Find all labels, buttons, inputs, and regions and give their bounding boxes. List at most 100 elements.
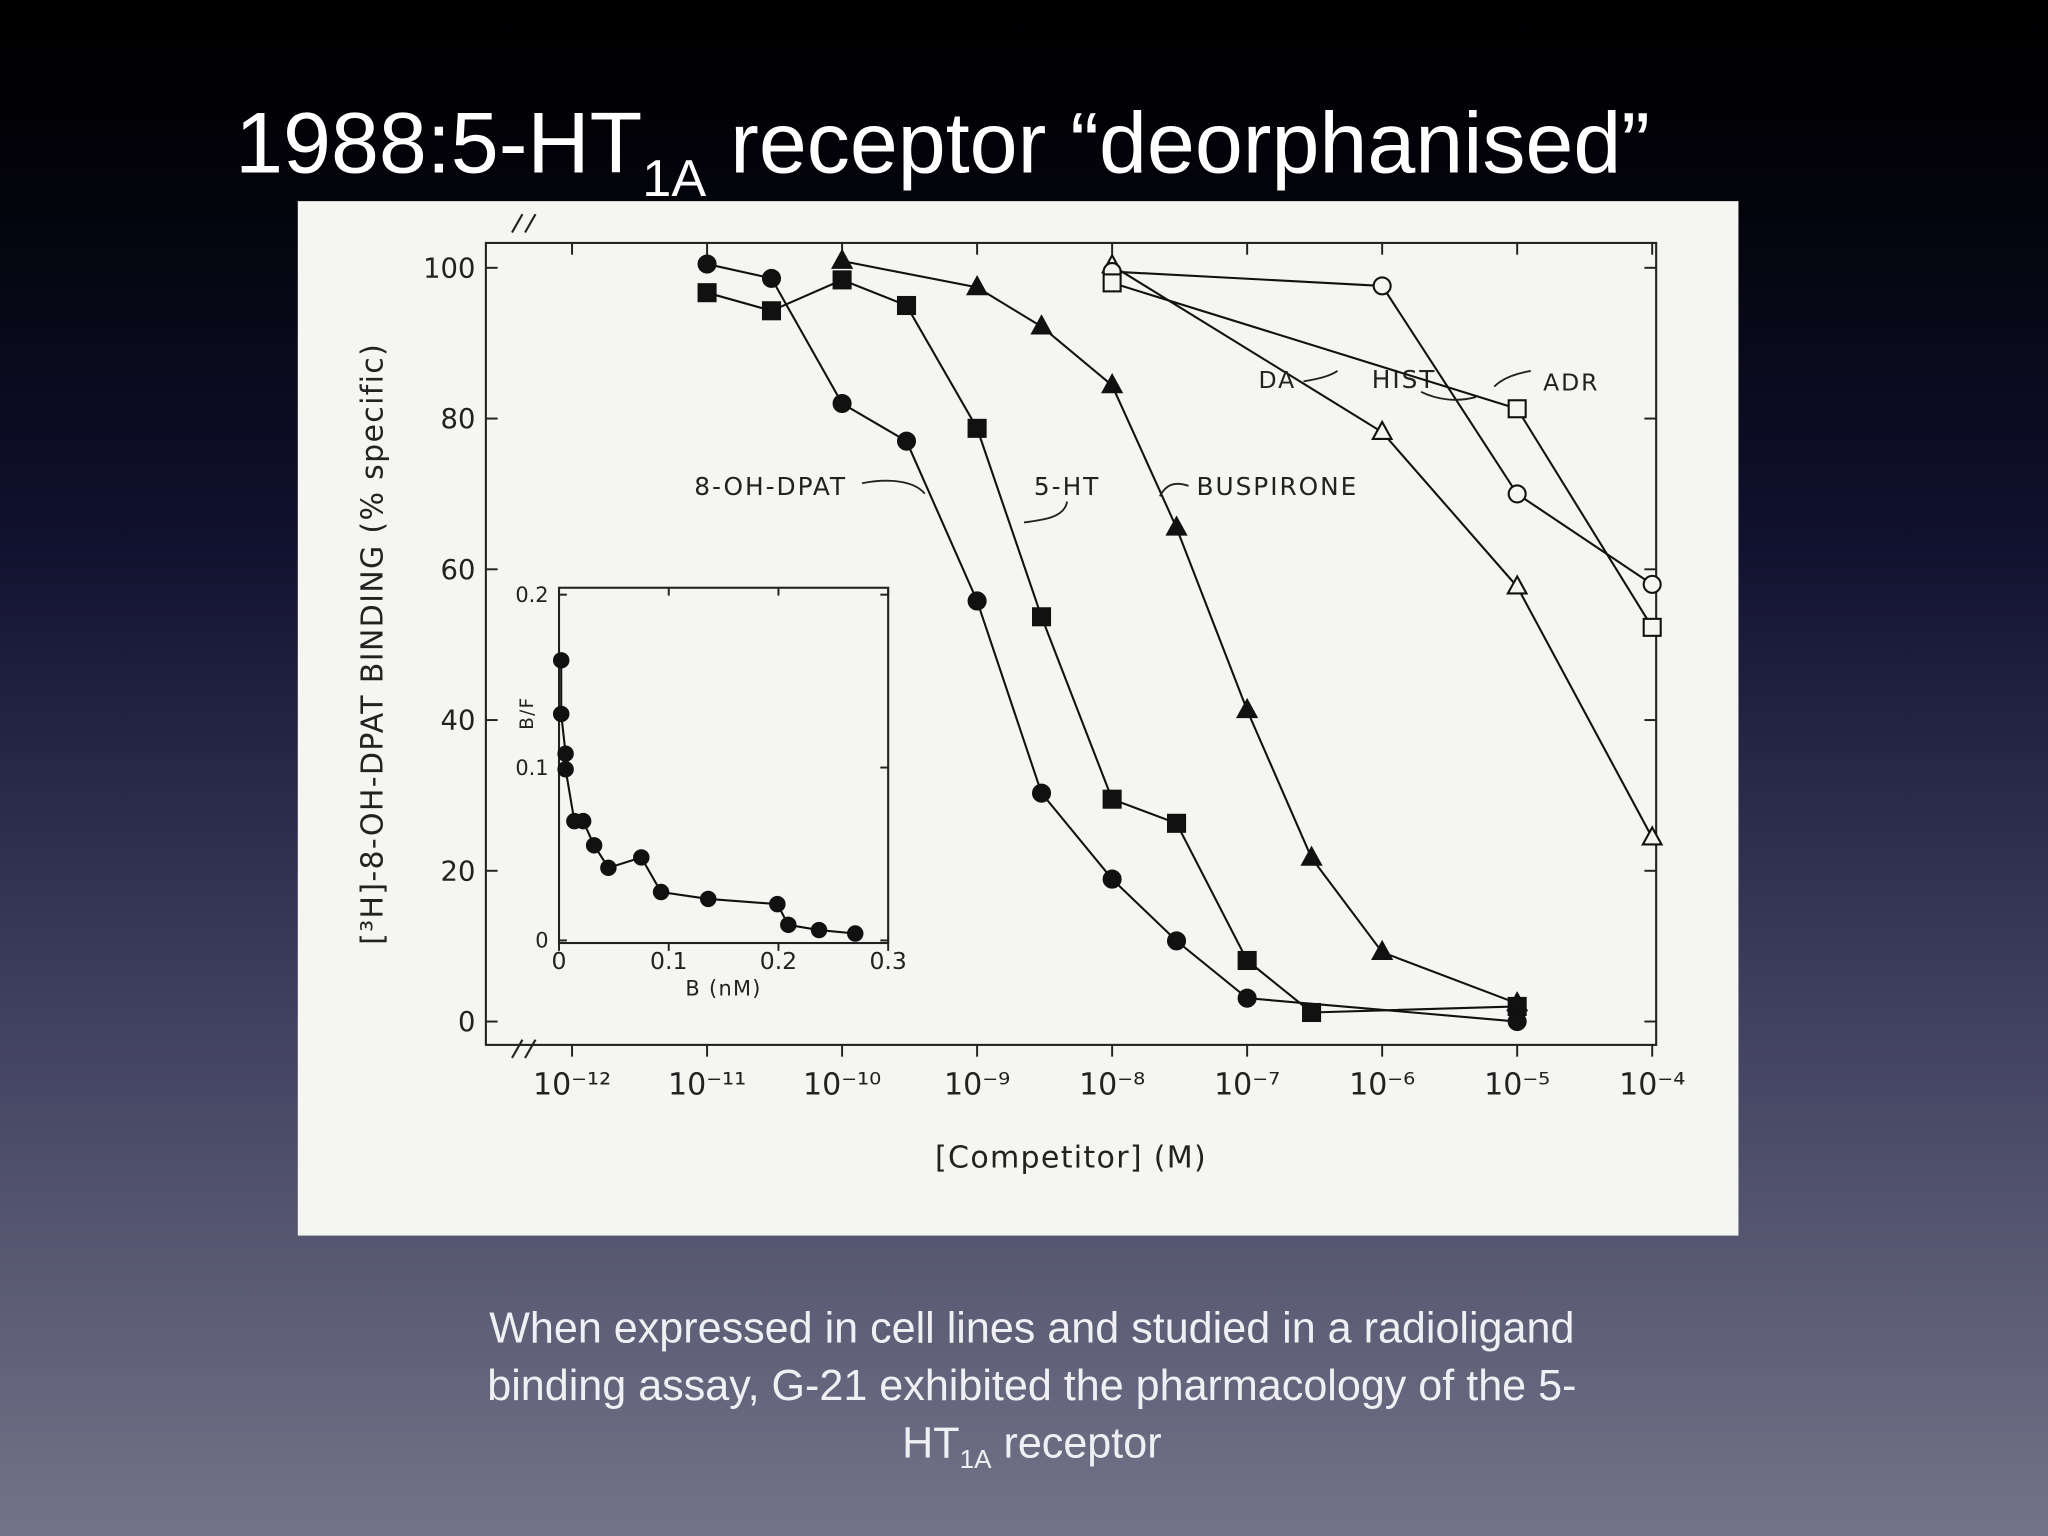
caption-line: When expressed in cell lines and studied… [489, 1305, 1574, 1353]
x-tick-label: 10⁻⁵ [1484, 1068, 1550, 1103]
marker [1031, 783, 1052, 803]
label-arrow [1303, 370, 1338, 383]
marker [1236, 697, 1259, 719]
marker [832, 270, 852, 290]
y-tick-label: 60 [441, 555, 476, 586]
series-line [706, 263, 1518, 1023]
y-tick-label: 40 [441, 706, 476, 737]
marker [697, 283, 717, 303]
series-line [1111, 264, 1654, 839]
marker [697, 254, 717, 274]
caption-main: HT [902, 1420, 959, 1468]
marker [1167, 813, 1187, 833]
plot-frame [484, 241, 1658, 1046]
x-tick-label: 10⁻⁸ [1079, 1068, 1145, 1103]
caption-sub: 1A [960, 1444, 993, 1474]
slide-title: 1988:5-HT1A receptor “deorphanised” [235, 95, 1650, 208]
axis-break [511, 1039, 524, 1059]
y-tick-label: 20 [441, 856, 476, 887]
marker [966, 275, 989, 296]
marker [769, 895, 786, 913]
x-tick-label: 10⁻¹¹ [668, 1068, 746, 1103]
series-label: 8-OH-DPAT [694, 472, 847, 501]
x-tick-label: 10⁻¹⁰ [803, 1068, 881, 1103]
x-tick-label: 0.1 [650, 947, 687, 975]
marker [1642, 574, 1662, 594]
label-arrow [1493, 370, 1531, 388]
y-tick-label: 0.1 [515, 756, 548, 780]
x-axis-label: [Competitor] (M) [935, 1141, 1207, 1176]
x-tick-label: 10⁻¹² [533, 1068, 611, 1103]
marker [574, 812, 592, 830]
marker [1102, 789, 1122, 809]
marker [557, 761, 574, 778]
series-label: ADR [1543, 369, 1599, 397]
y-tick-label: 100 [423, 253, 475, 284]
caption: When expressed in cell lines and studied… [487, 1305, 1576, 1474]
axis-break [511, 213, 524, 234]
series-label: DA [1259, 366, 1297, 394]
marker [552, 652, 570, 669]
marker [1300, 845, 1323, 866]
marker [585, 837, 603, 854]
marker [1101, 373, 1124, 394]
label-arrow [1420, 391, 1477, 401]
marker [1371, 939, 1394, 961]
marker [1031, 607, 1052, 627]
series-label: HIST [1372, 365, 1437, 394]
caption-line: HT1A receptor [902, 1420, 1161, 1474]
marker [600, 859, 617, 877]
x-tick-label: 0 [552, 947, 567, 975]
x-axis-label: B (nM) [685, 976, 761, 1000]
marker [1030, 314, 1053, 335]
marker [1237, 950, 1257, 971]
marker [810, 921, 828, 939]
series-label: BUSPIRONE [1197, 472, 1359, 501]
plot-frame [557, 586, 890, 945]
marker [1102, 273, 1122, 293]
x-tick-label: 0.2 [760, 947, 797, 975]
marker [1102, 869, 1122, 889]
title-main: 1988:5-HT [235, 95, 642, 191]
marker [1506, 574, 1529, 595]
marker [1641, 825, 1664, 846]
series-label: 5-HT [1034, 472, 1100, 501]
marker [780, 916, 797, 934]
marker [557, 745, 574, 762]
marker [1302, 1002, 1322, 1023]
marker [1165, 515, 1188, 536]
y-axis-label: B/F [517, 697, 538, 730]
marker [1506, 991, 1529, 1012]
marker [1507, 399, 1527, 419]
marker [1371, 419, 1394, 440]
axis-break [524, 213, 537, 234]
marker [1237, 988, 1257, 1008]
x-tick-label: 0.3 [869, 947, 906, 975]
label-arrow [861, 479, 926, 495]
title-sub: 1A [642, 150, 706, 208]
marker [847, 925, 864, 942]
y-tick-label: 0.2 [515, 583, 548, 607]
marker [1507, 484, 1527, 504]
label-arrow [1023, 501, 1069, 524]
marker [761, 301, 782, 321]
marker [830, 248, 854, 269]
x-tick-label: 10⁻⁶ [1349, 1068, 1415, 1103]
axis-break [524, 1039, 537, 1059]
marker [1167, 931, 1187, 951]
marker [633, 849, 650, 866]
caption-rest: receptor [992, 1420, 1162, 1468]
marker [967, 418, 987, 438]
x-tick-label: 10⁻⁴ [1619, 1068, 1685, 1103]
marker [896, 295, 917, 316]
y-tick-label: 0 [458, 1007, 475, 1038]
figure: 0 20 40 60 80 100 10⁻¹² 10⁻¹¹ 10⁻¹⁰ 10⁻⁹ 10⁻⁸ 10⁻⁷ 1… [356, 213, 1685, 1176]
marker [700, 890, 717, 908]
x-tick-label: 10⁻⁷ [1214, 1068, 1280, 1103]
series-line [1112, 270, 1653, 586]
marker [1642, 617, 1662, 637]
x-tick-label: 10⁻⁹ [944, 1068, 1010, 1103]
marker [832, 393, 852, 414]
marker [652, 883, 670, 901]
